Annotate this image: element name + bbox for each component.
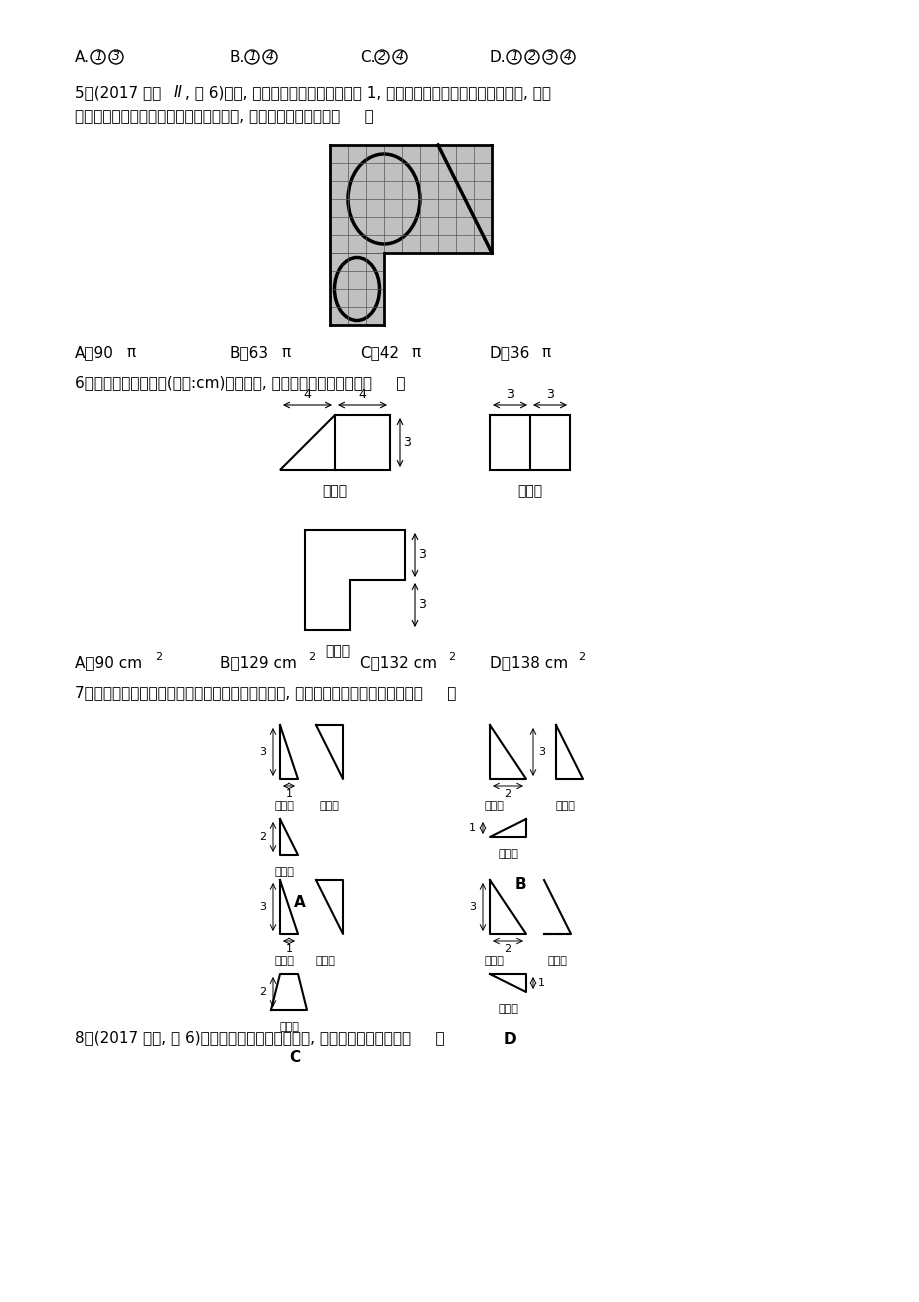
- Text: 3: 3: [417, 599, 425, 612]
- Text: 3: 3: [545, 51, 553, 64]
- Text: 3: 3: [538, 747, 544, 756]
- Text: π: π: [541, 345, 550, 359]
- Text: 4: 4: [563, 51, 572, 64]
- Text: 2: 2: [504, 944, 511, 954]
- Text: 3: 3: [403, 436, 411, 449]
- Text: 侧视图: 侧视图: [516, 484, 542, 497]
- Text: 7．已知以下三视图中有三个同时表示某一个三棱锥, 则不是该三棱锥的三视图的是（     ）: 7．已知以下三视图中有三个同时表示某一个三棱锥, 则不是该三棱锥的三视图的是（ …: [75, 685, 456, 700]
- Text: 2: 2: [448, 652, 455, 661]
- Text: 侧视图: 侧视图: [547, 956, 567, 966]
- Text: 正视图: 正视图: [484, 801, 505, 811]
- Text: 正视图: 正视图: [275, 801, 295, 811]
- Text: A.: A.: [75, 49, 90, 65]
- Text: 俯视图: 俯视图: [497, 1004, 517, 1014]
- Text: C．132 cm: C．132 cm: [359, 655, 437, 671]
- Bar: [490, 415, 570, 470]
- Text: 4: 4: [358, 388, 366, 401]
- Text: 1: 1: [248, 51, 255, 64]
- Text: π: π: [282, 345, 290, 359]
- Text: D．138 cm: D．138 cm: [490, 655, 568, 671]
- Text: 1: 1: [509, 51, 517, 64]
- Text: 1: 1: [285, 789, 292, 799]
- Text: C: C: [289, 1049, 301, 1065]
- Text: 3: 3: [259, 902, 266, 911]
- Text: D．36: D．36: [490, 345, 529, 359]
- Text: 3: 3: [505, 388, 514, 401]
- Text: 正视图: 正视图: [484, 956, 505, 966]
- Text: 正视图: 正视图: [322, 484, 347, 497]
- Text: 2: 2: [378, 51, 386, 64]
- Text: 3: 3: [546, 388, 553, 401]
- Text: 1: 1: [469, 823, 475, 833]
- Text: 2: 2: [154, 652, 162, 661]
- Text: A．90: A．90: [75, 345, 114, 359]
- Text: 俯视图: 俯视图: [275, 867, 295, 878]
- Text: 何体由一平面将一圆柱截去一部分后所得, 则该几何体的体积为（     ）: 何体由一平面将一圆柱截去一部分后所得, 则该几何体的体积为（ ）: [75, 109, 373, 124]
- Text: 3: 3: [417, 548, 425, 561]
- Text: D.: D.: [490, 49, 506, 65]
- Text: , 文 6)如图, 网格纸上小正方形的边长为 1, 粗实线画出的是某几何体的三视图, 该几: , 文 6)如图, 网格纸上小正方形的边长为 1, 粗实线画出的是某几何体的三视…: [185, 85, 550, 100]
- Text: 2: 2: [504, 789, 511, 799]
- Text: 侧视图: 侧视图: [319, 801, 339, 811]
- Text: II: II: [174, 85, 183, 100]
- Bar: [330, 145, 492, 253]
- Text: 4: 4: [303, 388, 312, 401]
- Text: π: π: [412, 345, 421, 359]
- Text: 1: 1: [94, 51, 102, 64]
- Text: 俯视图: 俯视图: [497, 849, 517, 859]
- Text: D: D: [503, 1032, 516, 1047]
- Text: 4: 4: [266, 51, 274, 64]
- Text: 3: 3: [259, 747, 266, 756]
- Text: 3: 3: [469, 902, 475, 911]
- Text: 2: 2: [528, 51, 536, 64]
- Text: 6．某几何体的三视图(单位:cm)如图所示, 则此几何体的表面积是（     ）: 6．某几何体的三视图(单位:cm)如图所示, 则此几何体的表面积是（ ）: [75, 375, 405, 391]
- Text: B．63: B．63: [230, 345, 269, 359]
- Text: 正视图: 正视图: [275, 956, 295, 966]
- Text: A: A: [294, 894, 305, 910]
- Text: A．90 cm: A．90 cm: [75, 655, 142, 671]
- Text: 2: 2: [577, 652, 584, 661]
- Text: C．42: C．42: [359, 345, 399, 359]
- Text: π: π: [127, 345, 136, 359]
- Text: 4: 4: [395, 51, 403, 64]
- Text: C.: C.: [359, 49, 375, 65]
- Text: 8．(2017 北京, 文 6)某三棱锥的三视图如图所示, 则该三棱锥的体积为（     ）: 8．(2017 北京, 文 6)某三棱锥的三视图如图所示, 则该三棱锥的体积为（…: [75, 1030, 444, 1046]
- Text: B: B: [514, 878, 526, 892]
- Text: B.: B.: [230, 49, 245, 65]
- Text: 3: 3: [112, 51, 119, 64]
- Text: B．129 cm: B．129 cm: [220, 655, 297, 671]
- Text: 俯视图: 俯视图: [279, 1022, 300, 1032]
- Text: 侧视图: 侧视图: [555, 801, 575, 811]
- Bar: [330, 253, 383, 326]
- Text: 1: 1: [538, 978, 544, 988]
- Text: 2: 2: [258, 832, 266, 842]
- Text: 5．(2017 全国: 5．(2017 全国: [75, 85, 161, 100]
- Text: 侧视图: 侧视图: [315, 956, 335, 966]
- Text: 2: 2: [258, 987, 266, 997]
- Text: 俯视图: 俯视图: [324, 644, 350, 658]
- Text: 1: 1: [285, 944, 292, 954]
- Text: 2: 2: [308, 652, 315, 661]
